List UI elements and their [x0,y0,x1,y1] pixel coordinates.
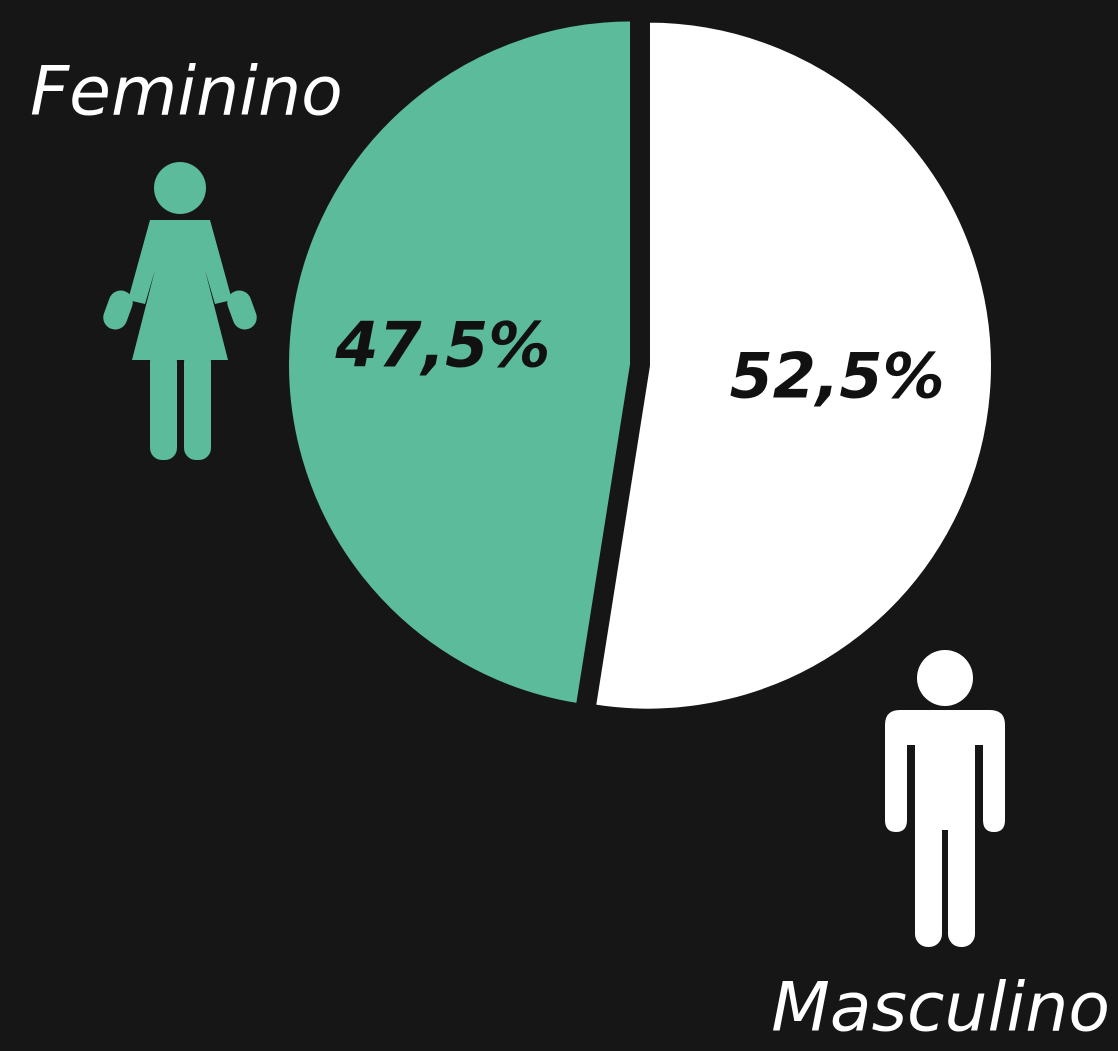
value-label: 47,5% [334,309,550,382]
category-label: Feminino [30,53,343,132]
category-label: Masculino [771,969,1110,1048]
pie-slice [591,18,995,713]
pie-slice [285,17,635,708]
value-label: 52,5% [730,340,945,413]
female-icon [103,162,257,460]
male-icon [885,650,1005,947]
